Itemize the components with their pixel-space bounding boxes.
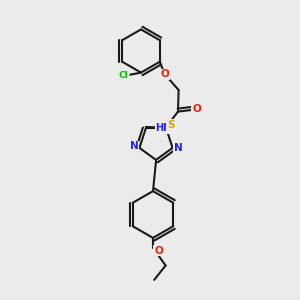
Text: O: O [192,104,201,114]
Text: N: N [174,143,182,153]
Text: N: N [130,141,138,152]
Text: O: O [161,69,170,80]
Text: HN: HN [155,123,172,133]
Text: S: S [167,120,175,130]
Text: O: O [154,245,163,256]
Text: Cl: Cl [119,71,128,80]
